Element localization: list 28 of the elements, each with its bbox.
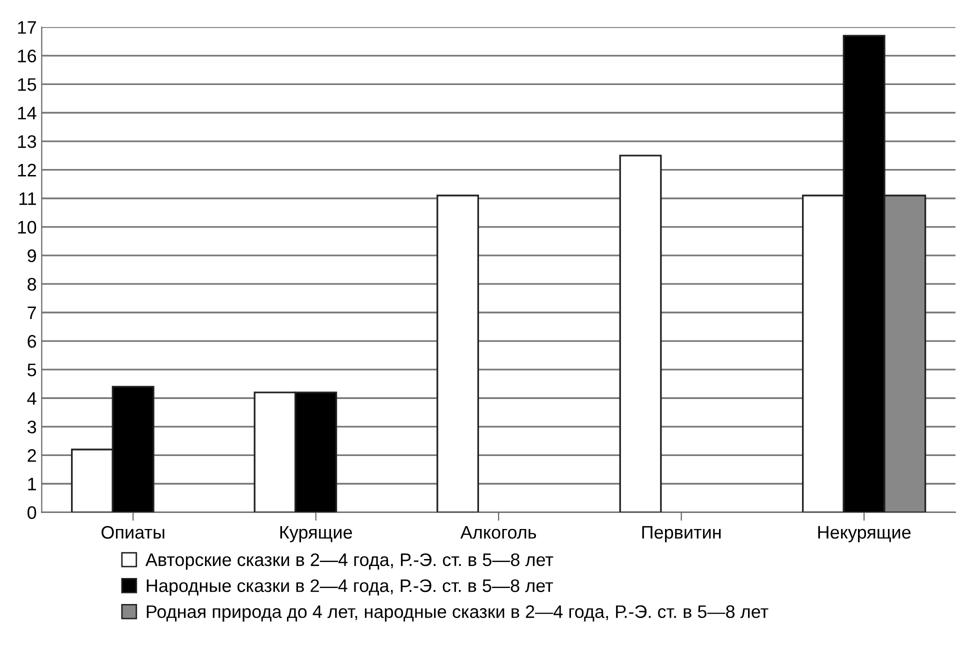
x-tick-label: Алкоголь bbox=[460, 526, 536, 539]
y-tick-label: 3 bbox=[27, 420, 36, 434]
y-tick-label: 11 bbox=[19, 192, 36, 205]
y-tick-label: 8 bbox=[28, 278, 36, 291]
y-tick-label: 0 bbox=[28, 506, 36, 519]
y-tick-label: 17 bbox=[18, 21, 36, 34]
x-tick-label: Опиаты bbox=[102, 526, 164, 539]
y-tick-label: 7 bbox=[28, 306, 36, 320]
legend-label: Народные сказки в 2—4 года, Р.-Э. ст. в 5—8 лет bbox=[146, 579, 554, 596]
x-tick-label: Курящие bbox=[280, 526, 352, 542]
y-tick-label: 15 bbox=[18, 78, 36, 91]
y-tick-label: 1 bbox=[28, 478, 36, 490]
bar bbox=[436, 194, 480, 512]
y-tick-label: 16 bbox=[18, 50, 36, 62]
y-tick-label: 6 bbox=[28, 334, 36, 348]
bar bbox=[619, 154, 662, 512]
legend-label: Авторские сказки в 2—4 года, Р.-Э. ст. в 5—8 лет bbox=[145, 553, 554, 570]
y-tick-label: 9 bbox=[28, 249, 36, 262]
x-tick-label: Некурящие bbox=[818, 526, 911, 542]
y-tick-label: 2 bbox=[28, 449, 36, 462]
y-tick-label: 12 bbox=[18, 164, 36, 176]
y-tick-label: 10 bbox=[18, 220, 36, 234]
y-tick-label: 4 bbox=[27, 392, 36, 405]
y-tick-label: 14 bbox=[18, 106, 36, 120]
x-tick-label: Первитин bbox=[642, 526, 721, 542]
y-tick-label: 13 bbox=[18, 135, 36, 148]
y-tick-label: 5 bbox=[28, 364, 36, 376]
legend-label: Родная природа до 4 лет, народные сказки в 2—4 года, Р.-Э. ст. в 5—8 лет bbox=[146, 605, 768, 622]
